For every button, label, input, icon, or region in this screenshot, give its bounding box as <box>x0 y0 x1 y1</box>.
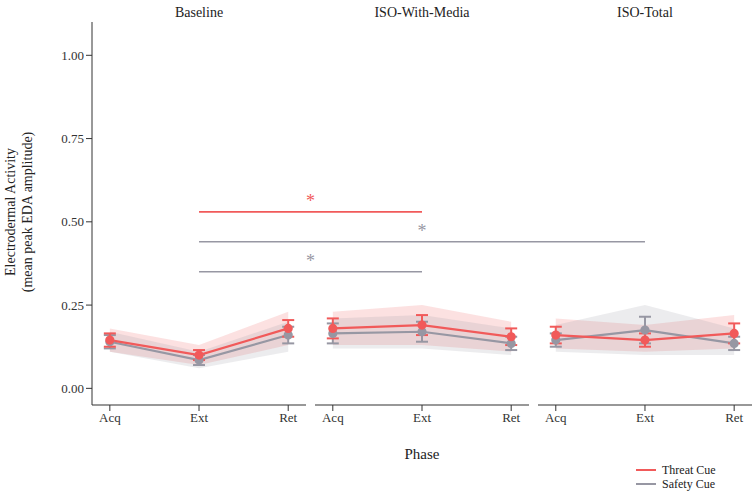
svg-text:0.50: 0.50 <box>61 214 84 229</box>
svg-text:Ret: Ret <box>725 410 743 425</box>
svg-text:*: * <box>306 251 315 271</box>
svg-text:Phase: Phase <box>405 446 440 462</box>
svg-text:Ext: Ext <box>190 410 208 425</box>
svg-text:Ret: Ret <box>502 410 520 425</box>
html-text:Threat Cue: Threat Cue <box>662 463 716 477</box>
svg-text:Ext: Ext <box>636 410 654 425</box>
svg-text:Ext: Ext <box>413 410 431 425</box>
svg-text:*: * <box>418 221 427 241</box>
svg-text:ISO-Total: ISO-Total <box>617 5 673 20</box>
svg-text:Acq: Acq <box>545 410 567 425</box>
svg-text:1.00: 1.00 <box>61 48 84 63</box>
svg-text:Ret: Ret <box>279 410 297 425</box>
svg-text:Acq: Acq <box>99 410 121 425</box>
svg-text:(mean peak EDA amplitude): (mean peak EDA amplitude) <box>20 131 36 292</box>
html-text:Safety Cue: Safety Cue <box>662 477 715 491</box>
svg-text:Electrodermal Activity: Electrodermal Activity <box>8 148 18 276</box>
svg-text:0.75: 0.75 <box>61 131 84 146</box>
svg-text:ISO-With-Media: ISO-With-Media <box>374 5 470 20</box>
svg-text:Acq: Acq <box>322 410 344 425</box>
svg-text:*: * <box>306 191 315 211</box>
svg-text:0.00: 0.00 <box>61 381 84 396</box>
svg-text:0.25: 0.25 <box>61 298 84 313</box>
svg-text:Baseline: Baseline <box>175 5 223 20</box>
